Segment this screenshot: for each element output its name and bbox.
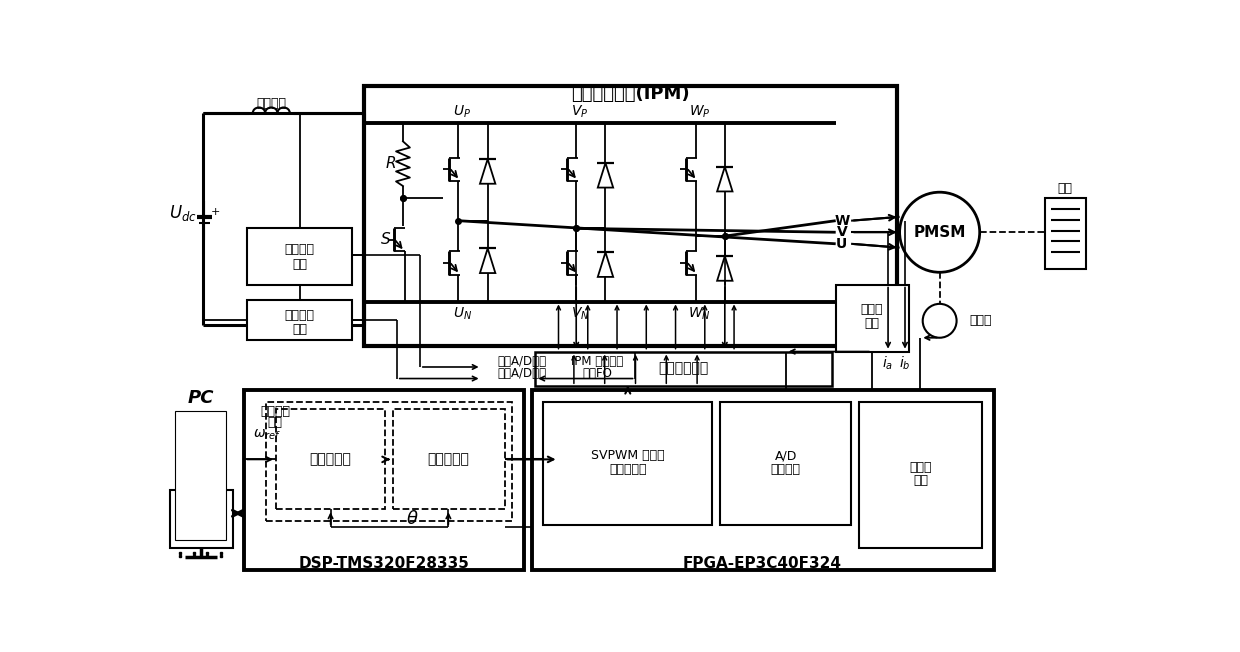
Bar (247, 300, 352, 340)
Text: 及故障保护: 及故障保护 (609, 463, 646, 476)
Text: 检测: 检测 (293, 323, 308, 336)
Text: 编码器: 编码器 (970, 314, 992, 327)
Bar (720, 402, 851, 525)
Text: 检测: 检测 (293, 258, 308, 271)
Text: $W_N$: $W_N$ (688, 306, 711, 322)
Text: $U_P$: $U_P$ (454, 104, 471, 121)
Text: 母线电压: 母线电压 (285, 243, 315, 256)
Bar (1045, 198, 1086, 269)
Text: U: U (836, 237, 847, 251)
Text: 指令: 指令 (268, 416, 283, 429)
Text: $V_N$: $V_N$ (570, 306, 589, 322)
Text: $i_a$: $i_a$ (883, 355, 894, 372)
Text: PMSM: PMSM (914, 225, 966, 240)
FancyBboxPatch shape (170, 490, 233, 548)
Text: 信号FO: 信号FO (582, 366, 611, 379)
Text: 给定速度: 给定速度 (260, 405, 290, 418)
Text: $\theta$: $\theta$ (405, 511, 419, 529)
Text: V: V (837, 225, 847, 239)
Text: 接到A/D接口: 接到A/D接口 (497, 355, 546, 368)
Text: +: + (211, 207, 219, 217)
Text: SVPWM 发生器: SVPWM 发生器 (591, 449, 665, 462)
Text: 电流环控制: 电流环控制 (428, 452, 469, 466)
Text: 检测: 检测 (864, 317, 879, 330)
Text: $U_N$: $U_N$ (453, 306, 472, 322)
Bar (244, 390, 523, 569)
Text: 智能功率模块(IPM): 智能功率模块(IPM) (572, 85, 691, 104)
Text: 过流保护: 过流保护 (257, 97, 286, 110)
Bar (393, 409, 505, 509)
Text: 负载: 负载 (1058, 182, 1073, 195)
Text: FPGA-EP3C40F324: FPGA-EP3C40F324 (683, 556, 842, 571)
Text: A/D: A/D (775, 449, 797, 462)
Text: 母线电流: 母线电流 (285, 309, 315, 322)
Text: IPM 故障保护: IPM 故障保护 (570, 355, 624, 368)
Text: 速度环控制: 速度环控制 (310, 452, 351, 466)
Text: 采集接口: 采集接口 (770, 463, 801, 476)
Text: 编码器: 编码器 (909, 460, 931, 473)
Text: R: R (386, 156, 396, 171)
Text: $\omega_{ref}$: $\omega_{ref}$ (253, 428, 281, 442)
Text: PC: PC (187, 389, 213, 407)
Bar (265, 402, 512, 521)
Text: 接口: 接口 (913, 475, 928, 488)
Bar (277, 409, 386, 509)
Bar (247, 228, 352, 285)
Bar (859, 402, 982, 548)
Text: S: S (381, 233, 391, 248)
Text: DSP-TMS320F28335: DSP-TMS320F28335 (299, 556, 469, 571)
Text: $V_P$: $V_P$ (572, 104, 589, 121)
Text: $U_{dc}$: $U_{dc}$ (169, 203, 197, 223)
Text: 磁耦隔离电路: 磁耦隔离电路 (658, 361, 708, 376)
Text: $W_P$: $W_P$ (688, 104, 711, 121)
Bar (365, 86, 898, 346)
Bar (536, 351, 832, 386)
Bar (836, 285, 909, 351)
Bar (543, 402, 713, 525)
Text: 相电流: 相电流 (861, 303, 883, 316)
Bar (532, 390, 993, 569)
Text: W: W (835, 214, 849, 228)
Text: 接到A/D接口: 接到A/D接口 (497, 366, 546, 379)
Text: $i_b$: $i_b$ (899, 355, 911, 372)
Bar (175, 411, 226, 541)
